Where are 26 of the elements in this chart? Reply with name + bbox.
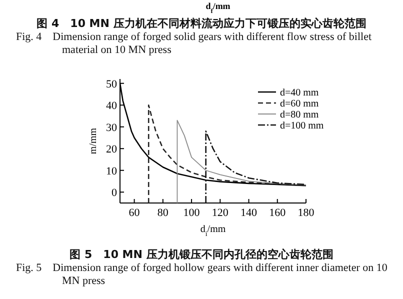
x-tick-label: 140	[240, 207, 258, 219]
y-tick-label: 20	[106, 144, 118, 156]
caption: Fig. 4 Dimension range of forged solid gears with different flow stress of billet material on 10 MN press	[15, 31, 373, 57]
legend-label: d=80 mm	[280, 110, 319, 120]
y-axis-title: m/mm	[88, 128, 99, 154]
legend-label: d=60 mm	[280, 98, 319, 110]
x-tick-label: 120	[212, 207, 229, 219]
x-axis-title: d$_{i}$/mm	[200, 224, 226, 238]
text: Fig. 5 Dimension range of forged hollow gears with different inner diameter on 10 MN press	[15, 262, 388, 288]
x-tick-label: 180	[298, 207, 315, 219]
legend-label: d=40 mm	[280, 88, 319, 98]
y-tick-label: 10	[106, 165, 118, 178]
y-tick-label: 30	[106, 122, 118, 134]
line-series	[205, 130, 307, 204]
caption: 图 4 10 MN 压力机在不同材料流动应力下可锻压的实心齿轮范围	[36, 16, 368, 31]
x-tick-label: 80	[157, 207, 169, 219]
y-tick-label: 0	[112, 187, 118, 200]
text: d$_{f}$/mm	[206, 1, 231, 14]
y-tick-label: 40	[106, 100, 118, 112]
x-tick-label: 60	[128, 207, 140, 219]
x-tick-label: 100	[183, 207, 200, 219]
line-series	[176, 120, 306, 204]
y-tick-label: 50	[106, 78, 118, 90]
legend-label: d=100 mm	[280, 120, 324, 132]
x-tick-label: 160	[269, 207, 286, 219]
text: 图 5 10 MN 压力机锻压不同内孔径的空心齿轮范围	[68, 247, 334, 262]
